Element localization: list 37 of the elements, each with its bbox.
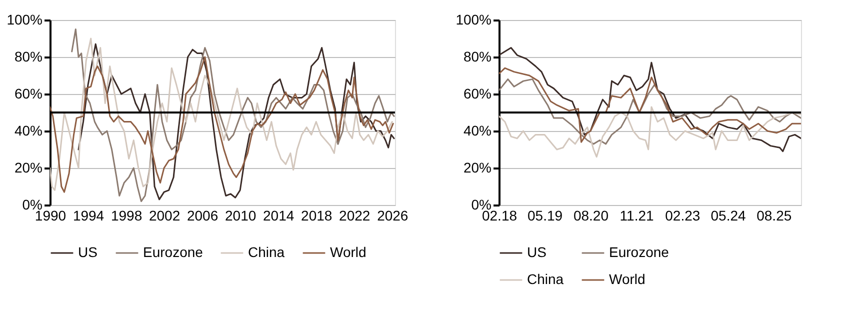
x-tick-label: 2022	[339, 208, 370, 224]
legend-label: US	[527, 244, 546, 260]
x-tick-label: 2002	[148, 208, 180, 224]
y-tick-label: 40%	[14, 122, 42, 138]
y-tick-label: 20%	[14, 160, 42, 176]
y-tick-label: 20%	[463, 160, 492, 176]
y-tick-label: 60%	[14, 86, 42, 102]
x-tick-label: 2006	[186, 208, 218, 224]
y-tick-label: 60%	[463, 86, 492, 102]
x-tick-label: 11.21	[620, 208, 654, 224]
x-tick-label: 08.20	[573, 208, 609, 224]
y-tick-label: 100%	[456, 12, 492, 28]
x-tick-label: 08.25	[756, 208, 792, 224]
legend-label: China	[248, 244, 285, 260]
x-tick-label: 2010	[225, 208, 256, 224]
y-tick-label: 80%	[14, 48, 42, 64]
legend-label: US	[78, 244, 98, 260]
x-tick-label: 05.24	[710, 208, 746, 224]
x-tick-label: 02.23	[665, 208, 700, 224]
legend-label: Eurozone	[609, 244, 670, 260]
x-tick-label: 1998	[110, 208, 142, 224]
legend-label: World	[330, 244, 366, 260]
x-tick-label: 2026	[377, 208, 408, 224]
line-series	[499, 78, 801, 145]
line-series	[499, 47, 801, 152]
line-series	[499, 106, 801, 158]
y-tick-label: 40%	[463, 122, 492, 138]
x-tick-label: 2018	[301, 208, 332, 224]
x-tick-label: 2014	[263, 208, 294, 224]
x-tick-label: 1994	[72, 208, 104, 224]
y-tick-label: 100%	[6, 12, 42, 28]
line-series	[499, 67, 801, 143]
y-tick-label: 80%	[463, 48, 492, 64]
legend-label: World	[609, 271, 646, 287]
legend-label: China	[527, 271, 564, 287]
legend-label: Eurozone	[143, 244, 204, 260]
x-tick-label: 05.19	[528, 208, 563, 224]
